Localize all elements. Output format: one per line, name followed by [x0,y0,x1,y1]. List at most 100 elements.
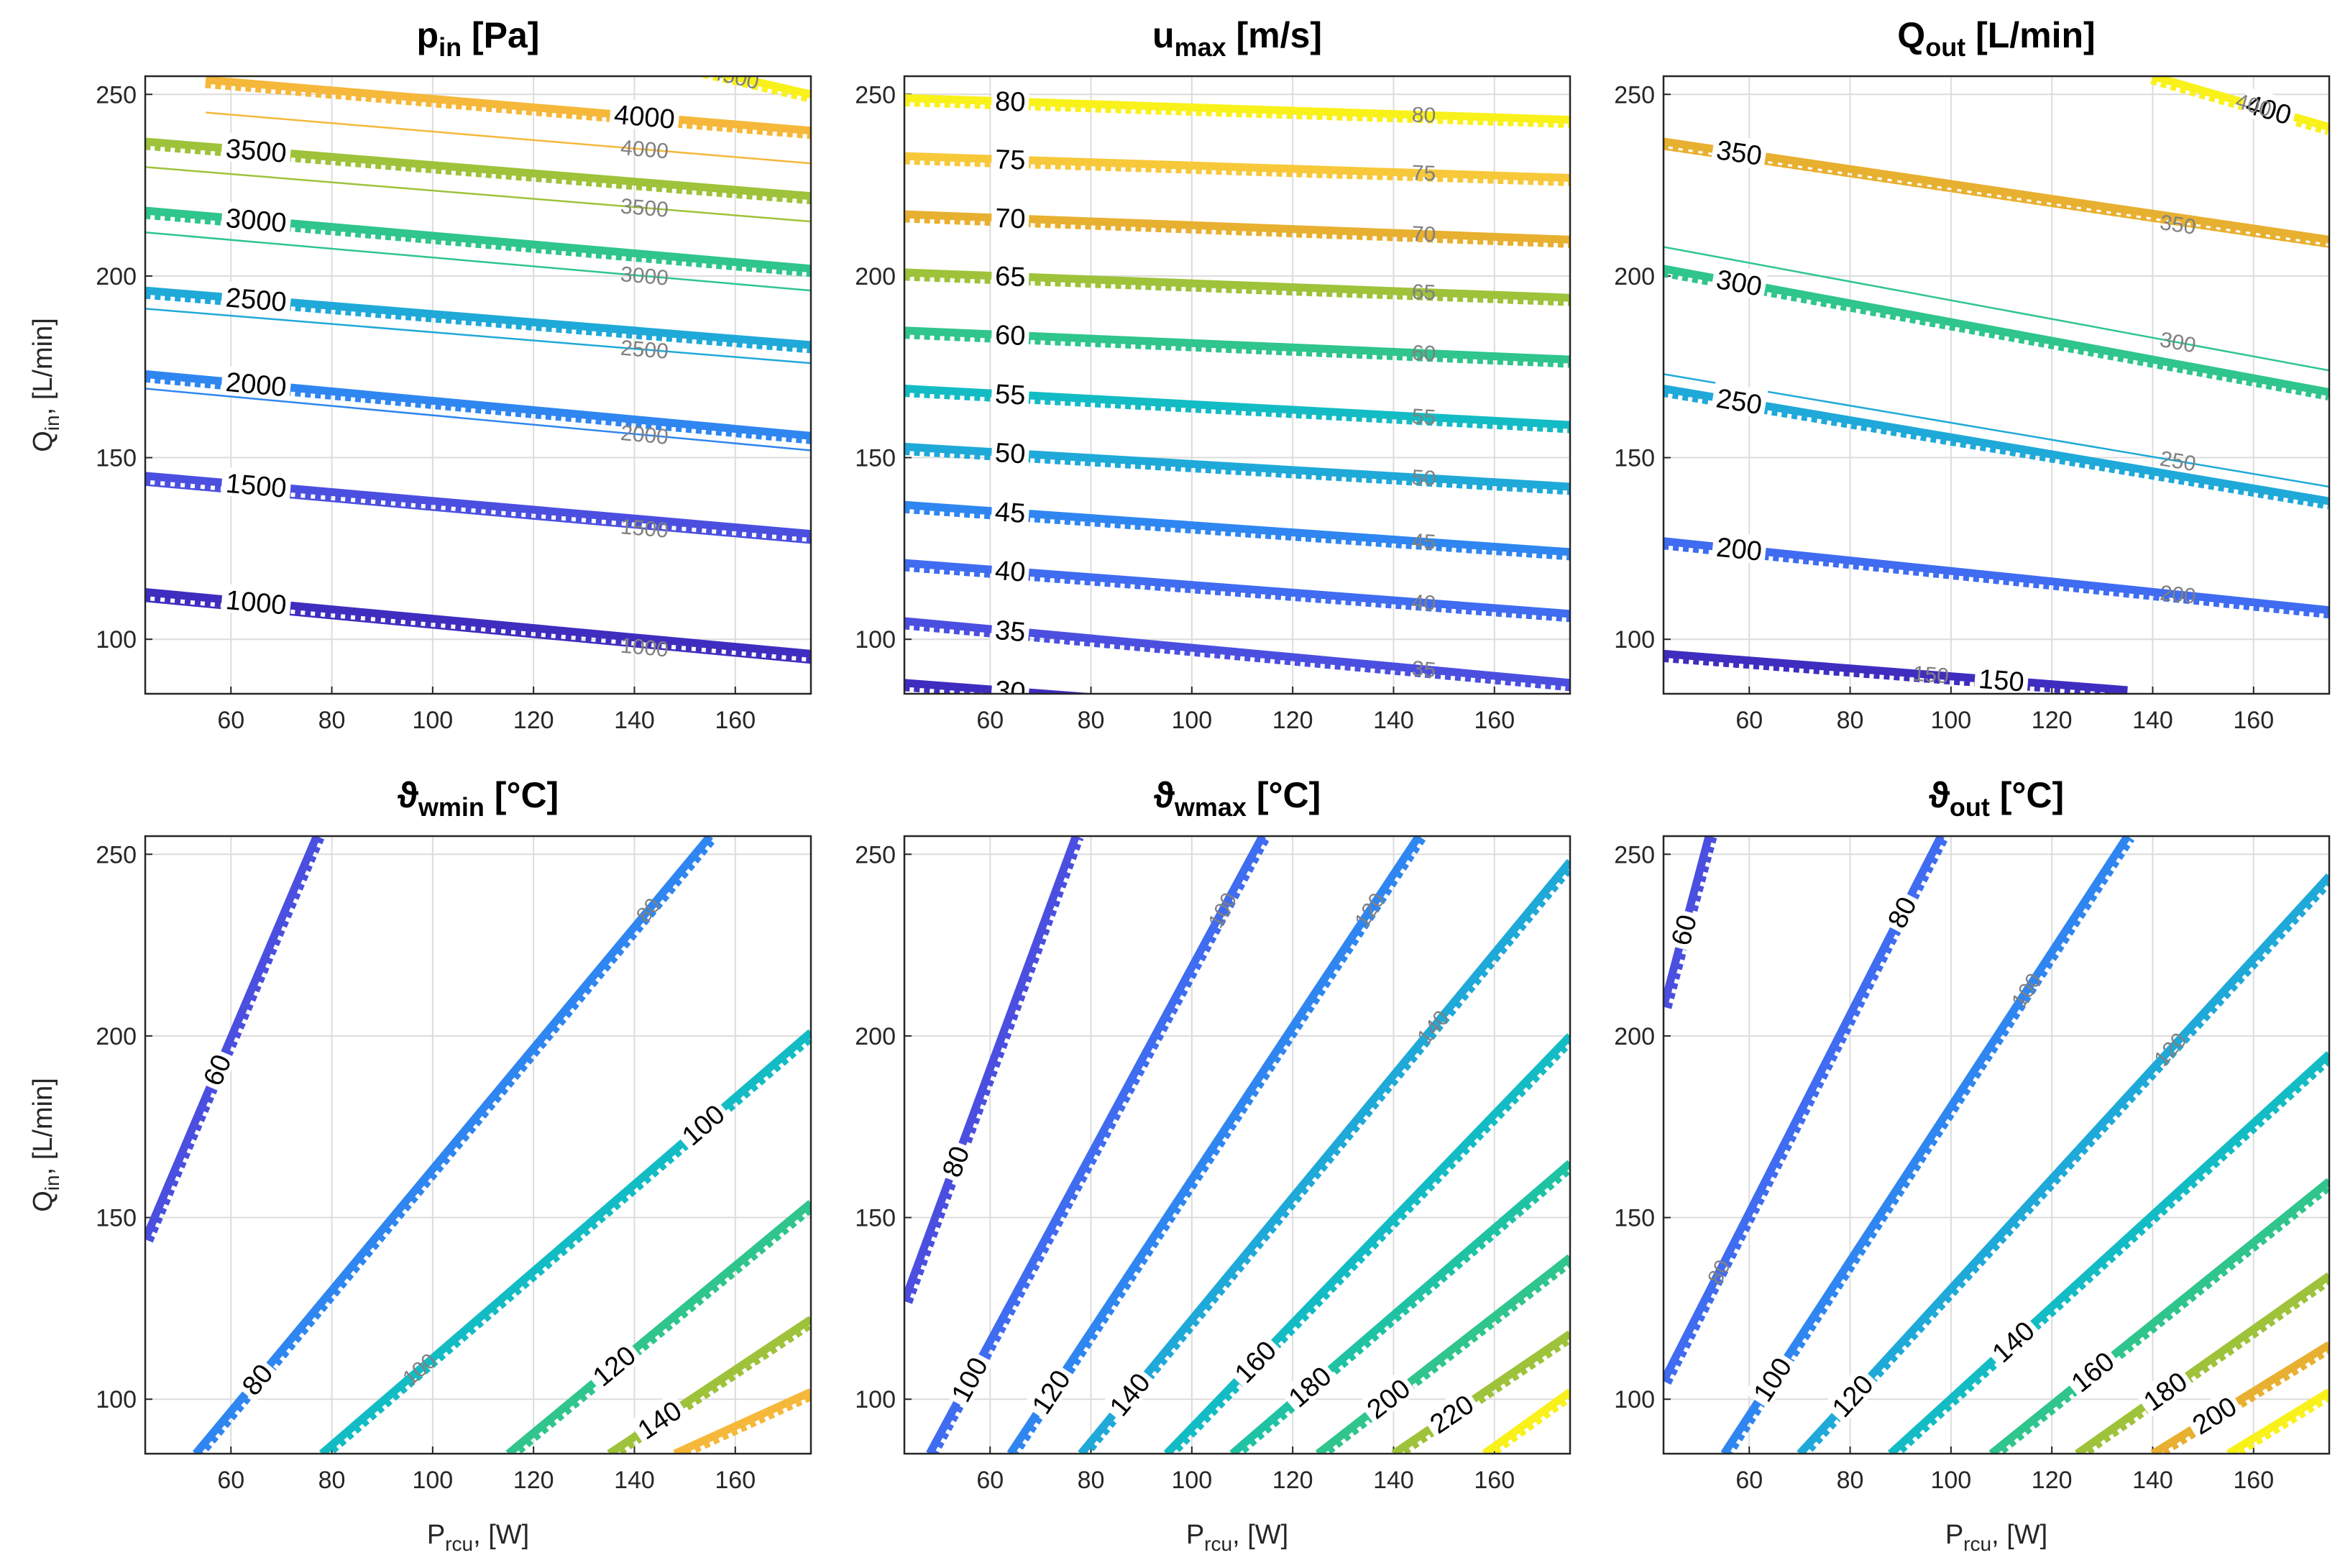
text-main: P [1186,1520,1204,1550]
label-backing [991,674,1030,694]
x-tick-label: 100 [1171,707,1212,734]
contour-label: 120 [1822,1365,1881,1425]
label-backing [221,132,292,167]
contour-label-text: 250 [1714,383,1764,421]
contour-label-text: 50 [994,438,1027,469]
contour-dotted-line [1012,837,1426,1454]
contour-dotted-line [1664,390,2329,510]
contour-label-text: 40 [994,556,1027,588]
contour-line [2150,1341,2329,1454]
y-axis-label: Qin, [L/min] [28,318,63,452]
y-tick-label: 200 [96,1023,137,1050]
x-tick-label: 120 [2032,1467,2073,1494]
subplot-1: 60 80 100 120 140 160 100 150 200 250 1000 1000 1500… [28,15,812,734]
contour-ref-label: 1000 [620,634,670,662]
contour-label: 45 [991,495,1030,529]
contour-dotted-line [1664,655,2128,694]
text-main: Q [28,1191,58,1212]
contour-lines: 1000 1000 1500 1500 2000 2000 2500 2500 3000 3000… [145,76,811,664]
contour-ref-label: 80 [1411,103,1436,127]
axes-box [903,835,1572,1455]
contour-dotted-line [906,836,1084,1304]
contour-ref-line [1664,246,2329,372]
text-subscript: rcu [1963,1533,1991,1555]
label-backing [991,436,1030,467]
subplot-3: 60 80 100 120 140 160 100 150 200 250 150 150 200 200… [1614,15,2331,734]
contour-ref-label: 50 [1411,466,1436,491]
y-tick-label: 100 [855,1386,896,1413]
contour-line [192,836,713,1454]
axes-box [144,835,812,1455]
label-backing [991,260,1030,290]
text-subscript: out [1950,792,1990,822]
x-tick-label: 100 [412,1467,453,1494]
y-tick-label: 200 [1614,1023,1655,1050]
contour-ref-label: 70 [1411,222,1436,247]
label-backing [1822,1365,1881,1425]
x-axis-label: Prcu, [W] [1945,1520,2047,1555]
axes-box [903,75,1572,695]
y-tick-label: 250 [855,841,896,868]
contour-label: 150 [1973,662,2029,694]
contour-dotted-line [695,76,811,103]
contour-line [1006,836,1423,1454]
y-tick-label: 100 [855,626,896,654]
y-tick-label: 150 [96,445,137,472]
y-tick-label: 100 [1614,1386,1655,1413]
contour-label-text: 2500 [224,283,288,318]
label-backing [1710,381,1768,419]
contour-dotted-line [1664,543,2329,619]
text-main: ϑ [1929,775,1950,815]
contour-label-text: 70 [994,203,1026,235]
x-tick-label: 100 [1930,707,1971,734]
contour-label: 160 [1225,1331,1283,1390]
y-tick-label: 250 [1614,841,1655,868]
contour-line [1664,385,2329,505]
label-backing [220,365,293,401]
subplot-title: ϑwmax [°C] [1154,775,1321,822]
contour-label-text: 65 [994,262,1026,293]
text-unit: , [L/min] [28,318,58,415]
label-backing [991,318,1030,349]
label-backing [990,613,1031,646]
y-tick-label: 200 [855,1023,896,1050]
contour-label: 80 [934,1138,976,1184]
contour-line [1720,836,2131,1454]
contour-dotted-line [205,81,811,139]
contour-ref-label: 350 [2158,211,2197,239]
contour-dotted-line [1083,864,1570,1454]
contour-label-text: 3000 [620,262,669,290]
x-tick-label: 80 [1078,1467,1105,1494]
contour-label-text: 75 [994,145,1026,175]
contour-label-text: 3500 [620,194,669,221]
contour-line [1078,858,1570,1454]
contour-ref-label: 3000 [620,262,669,290]
contour-dotted-line [1321,1260,1570,1454]
x-tick-label: 160 [715,1467,756,1494]
contour-label: 1500 [220,467,293,504]
x-tick-label: 140 [614,707,655,734]
x-tick-label: 60 [217,1467,244,1494]
label-backing [1279,1357,1339,1414]
contour-label: 3000 [220,201,293,239]
contour-dotted-line [1234,1165,1570,1454]
text-main: Q [28,431,58,452]
label-backing [991,201,1030,232]
contour-ref-line [1664,373,2329,488]
subplot-title: Qout [L/min] [1897,15,2095,62]
contour-ref-line [145,166,811,223]
contour-dotted-line [931,837,1270,1454]
label-backing [1101,1364,1157,1423]
contour-label-text: 65 [1411,280,1436,305]
contour-line [1664,265,2329,397]
plot-area [145,836,811,1454]
text-unit: [L/min] [1965,15,2096,55]
contour-line [1664,649,2128,694]
text-unit: , [W] [1232,1520,1288,1550]
contour-dotted-line [2150,78,2329,135]
contour-line [1664,137,2329,244]
contour-label: 60 [991,318,1030,352]
contour-line [1797,873,2329,1454]
